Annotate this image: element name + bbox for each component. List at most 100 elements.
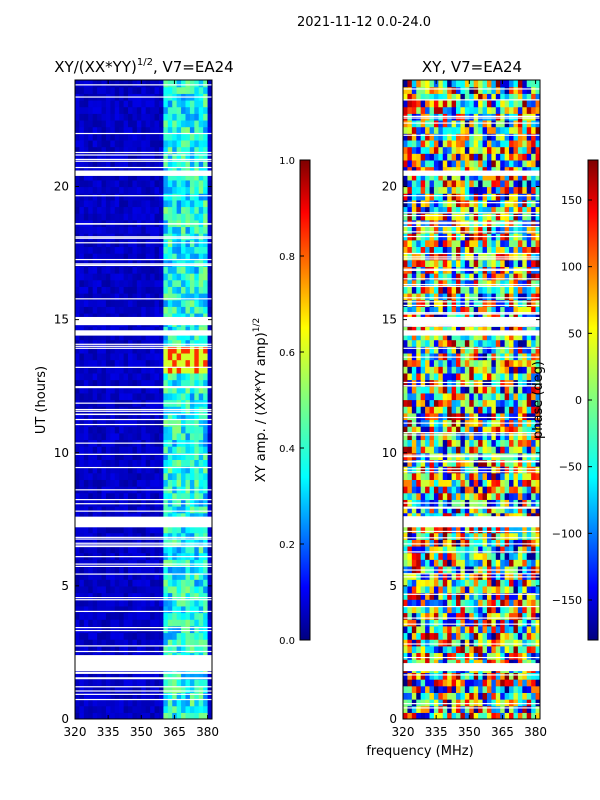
- phase-heat-cell: [429, 346, 435, 354]
- phase-heat-cell: [411, 652, 417, 660]
- amp-heat-cell: [158, 599, 164, 607]
- phase-heat-cell: [442, 479, 448, 487]
- amp-heat-cell: [194, 579, 200, 587]
- amp-heat-cell: [189, 99, 195, 108]
- amp-heat-cell: [150, 206, 156, 214]
- amp-heat-cell: [119, 412, 125, 421]
- phase-heat-cell: [482, 525, 488, 534]
- amp-heat-cell: [105, 605, 111, 614]
- amp-heat-cell: [79, 712, 85, 719]
- amp-heat-cell: [154, 372, 160, 381]
- amp-heat-cell: [185, 572, 191, 580]
- amp-heat-cell: [97, 432, 103, 441]
- amp-heat-cell: [79, 446, 85, 454]
- phase-heat-cell: [531, 672, 537, 680]
- phase-heat-cell: [486, 639, 492, 647]
- amp-heat-cell: [97, 499, 103, 507]
- phase-heat-cell: [509, 525, 515, 534]
- phase-heat-cell: [531, 599, 537, 607]
- amp-heat-cell: [75, 80, 81, 88]
- amp-heat-cell: [198, 332, 204, 341]
- amp-heat-cell: [207, 346, 212, 354]
- phase-heat-cell: [447, 392, 453, 401]
- amp-heat-cell: [198, 432, 204, 441]
- phase-heat-cell: [407, 439, 413, 447]
- amp-heat-cell: [123, 119, 129, 128]
- phase-heat-cell: [522, 639, 528, 647]
- amp-heat-cell: [88, 186, 94, 194]
- phase-heat-cell: [416, 426, 422, 434]
- amp-heat-cell: [181, 246, 187, 254]
- phase-heat-cell: [442, 645, 448, 654]
- phase-heat-cell: [460, 439, 466, 447]
- amp-heat-cell: [167, 253, 173, 261]
- phase-heat-cell: [433, 326, 439, 334]
- amp-heat-cell: [154, 392, 160, 401]
- amp-heat-cell: [203, 412, 209, 421]
- phase-heat-cell: [522, 532, 528, 540]
- phase-heat-cell: [403, 379, 409, 387]
- amp-heat-cell: [185, 273, 191, 281]
- amp-heat-cell: [185, 492, 191, 500]
- amp-flag-gap: [75, 655, 212, 672]
- amp-heat-cell: [101, 306, 107, 314]
- amp-heat-cell: [154, 472, 160, 480]
- phase-heat-cell: [478, 585, 484, 594]
- amp-heat-cell: [110, 206, 116, 214]
- phase-heat-cell: [403, 619, 409, 627]
- amp-heat-cell: [101, 426, 107, 434]
- amp-heat-cell: [189, 166, 195, 174]
- phase-heat-cell: [420, 326, 426, 334]
- phase-heat-cell: [522, 326, 528, 334]
- amp-heat-cell: [92, 619, 98, 627]
- amp-heat-cell: [172, 699, 178, 707]
- phase-heat-cell: [517, 426, 523, 434]
- phase-heat-cell: [531, 386, 537, 394]
- amp-heat-cell: [203, 639, 209, 647]
- amp-heat-cell: [176, 273, 182, 281]
- amp-heat-cell: [110, 579, 116, 587]
- amp-heat-cell: [189, 246, 195, 254]
- amp-heat-cell: [189, 685, 195, 693]
- phase-heat-cell: [495, 685, 501, 693]
- amp-heat-cell: [136, 592, 142, 600]
- phase-heat-cell: [416, 399, 422, 407]
- phase-heat-cell: [451, 532, 457, 540]
- amp-heat-cell: [167, 419, 173, 427]
- amp-heat-cell: [185, 685, 191, 693]
- amp-heat-cell: [158, 479, 164, 487]
- amp-heat-cell: [194, 226, 200, 234]
- phase-heat-cell: [469, 572, 475, 580]
- phase-heat-cell: [456, 572, 462, 580]
- amp-heat-cell: [83, 139, 89, 148]
- phase-heat-cell: [456, 632, 462, 640]
- amp-heat-cell: [150, 672, 156, 680]
- amp-heat-cell: [79, 106, 85, 114]
- amp-heat-cell: [145, 585, 151, 594]
- phase-heat-cell: [473, 359, 479, 367]
- amp-xtick-label: 365: [163, 725, 186, 739]
- phase-heat-cell: [513, 605, 519, 614]
- phase-heat-cell: [513, 685, 519, 693]
- phase-heat-cell: [429, 372, 435, 381]
- amp-heat-cell: [105, 126, 111, 134]
- phase-heat-cell: [522, 506, 528, 514]
- phase-heat-cell: [495, 645, 501, 654]
- amp-heat-cell: [75, 193, 81, 201]
- phase-heat-cell: [469, 406, 475, 414]
- phase-heat-cell: [478, 426, 484, 434]
- phase-heat-cell: [460, 599, 466, 607]
- amp-heat-cell: [185, 139, 191, 148]
- amp-heat-cell: [172, 572, 178, 580]
- amp-heat-cell: [123, 346, 129, 354]
- phase-heat-cell: [504, 532, 510, 540]
- amp-heat-cell: [154, 133, 160, 141]
- amp-heat-cell: [101, 499, 107, 507]
- amp-heat-cell: [101, 126, 107, 134]
- amp-heat-cell: [75, 645, 81, 654]
- phase-heat-cell: [438, 572, 444, 580]
- amp-heat-cell: [119, 279, 125, 287]
- phase-heat-cell: [447, 652, 453, 660]
- phase-heat-cell: [482, 472, 488, 480]
